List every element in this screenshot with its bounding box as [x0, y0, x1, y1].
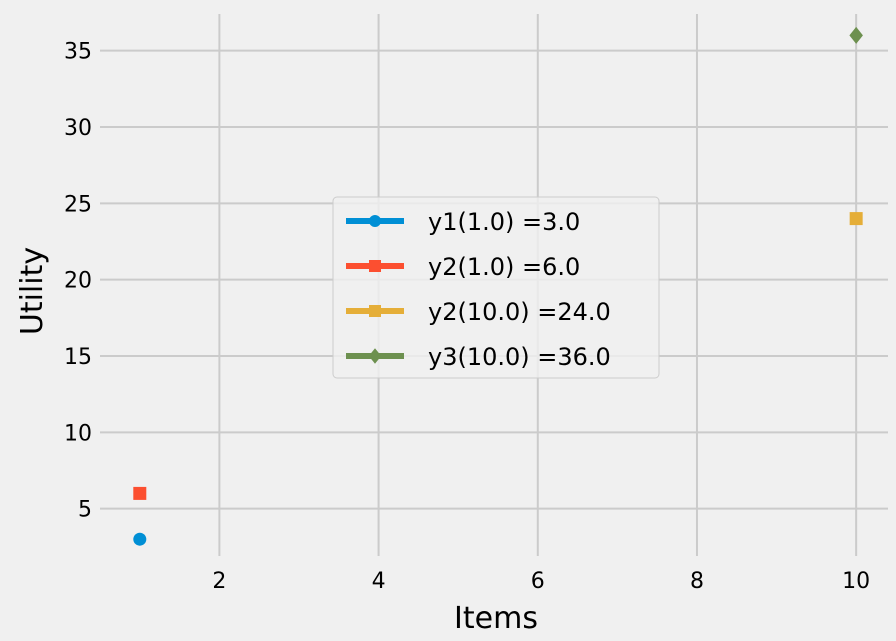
- y-tick-label: 35: [64, 40, 92, 65]
- x-axis-ticks: 2 4 6 8 10: [212, 569, 870, 594]
- legend-item[interactable]: y3(10.0) =36.0: [346, 343, 611, 371]
- legend-label: y3(10.0) =36.0: [428, 343, 611, 371]
- x-tick-label: 6: [531, 569, 545, 594]
- y-tick-label: 15: [64, 345, 92, 370]
- data-points: [133, 26, 863, 546]
- y-tick-label: 25: [64, 192, 92, 217]
- x-tick-label: 4: [372, 569, 386, 594]
- legend-swatch-marker: [369, 260, 381, 272]
- legend-box: [332, 196, 660, 379]
- x-tick-label: 8: [690, 569, 704, 594]
- y-tick-label: 10: [64, 421, 92, 446]
- legend-label: y1(1.0) =3.0: [428, 208, 580, 236]
- data-point: [849, 26, 863, 44]
- legend-label: y2(1.0) =6.0: [428, 253, 580, 281]
- x-tick-label: 2: [212, 569, 226, 594]
- y-tick-label: 5: [78, 498, 92, 523]
- legend-item[interactable]: y1(1.0) =3.0: [346, 208, 580, 236]
- y-axis-ticks: 5 10 15 20 25 30 35: [64, 40, 92, 523]
- legend-swatch-marker: [369, 305, 381, 317]
- x-axis-label: Items: [454, 601, 538, 636]
- legend-swatch-marker: [369, 215, 381, 227]
- legend-item[interactable]: y2(1.0) =6.0: [346, 253, 580, 281]
- data-point: [849, 212, 863, 226]
- legend-swatch-marker: [368, 348, 382, 364]
- data-point: [133, 532, 147, 546]
- legend-label: y2(10.0) =24.0: [428, 298, 611, 326]
- legend[interactable]: y1(1.0) =3.0 y2(1.0) =6.0 y2(10.0) =24.0 y3…: [332, 196, 660, 379]
- y-axis-label: Utility: [15, 247, 50, 335]
- y-tick-label: 30: [64, 116, 92, 141]
- x-tick-label: 10: [842, 569, 870, 594]
- legend-item[interactable]: y2(10.0) =24.0: [346, 298, 611, 326]
- y-tick-label: 20: [64, 269, 92, 294]
- data-point: [133, 486, 147, 500]
